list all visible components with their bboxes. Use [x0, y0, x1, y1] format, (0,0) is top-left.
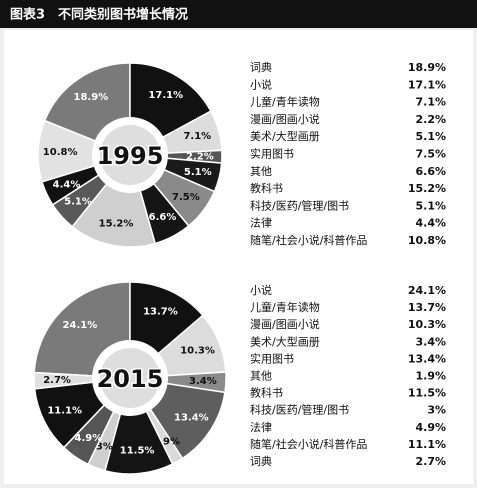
legend-value: 10.3% [408, 318, 446, 331]
legend-label: 其他 [250, 370, 272, 383]
slice-label: 3% [96, 441, 113, 452]
legend-label: 词典 [250, 454, 272, 468]
legend-value: 5.1% [415, 130, 446, 143]
legend-value: 10.8% [408, 234, 446, 247]
pie-slice [104, 375, 174, 475]
legend-label: 随笔/社会小说/科普作品 [250, 233, 367, 247]
legend-label: 小说 [250, 283, 272, 297]
legend-label: 实用图书 [250, 351, 294, 365]
slice-label: 7.5% [172, 192, 200, 203]
slice-label: 15.2% [99, 219, 134, 230]
pie-title: 2015 [97, 365, 164, 393]
legend-value: 13.7% [408, 301, 446, 314]
legend-value: 4.9% [415, 421, 446, 434]
legend-label: 儿童/青年读物 [250, 300, 320, 314]
legend-label: 儿童/青年读物 [250, 95, 320, 109]
legend-label: 随笔/社会小说/科普作品 [250, 437, 367, 451]
legend-value: 7.5% [415, 148, 446, 161]
legend-label: 科技/医药/管理/图书 [250, 403, 349, 417]
legend-value: 24.1% [408, 284, 446, 297]
legend-label: 教科书 [250, 181, 283, 195]
legend-value: 11.5% [408, 387, 446, 400]
legend-label: 美术/大型画册 [250, 129, 320, 143]
legend-label: 漫画/图画小说 [250, 112, 320, 126]
legend-label: 词典 [250, 60, 272, 74]
legend-label: 实用图书 [250, 147, 294, 161]
slice-label: 3.4% [189, 376, 217, 387]
slice-label: 4.9% [75, 433, 103, 444]
legend-value: 5.1% [415, 199, 446, 212]
legend-value: 17.1% [408, 78, 446, 91]
legend-value: 6.6% [415, 165, 446, 178]
legend-label: 法律 [250, 420, 272, 434]
pie-slice [37, 119, 133, 183]
legend-label: 法律 [250, 216, 272, 230]
slice-label: 1.9% [152, 436, 180, 447]
slice-label: 13.7% [143, 307, 178, 318]
header-bar [0, 0, 477, 28]
slice-label: 13.4% [174, 412, 209, 423]
slice-label: 11.1% [47, 406, 82, 417]
donut-hole [100, 348, 160, 408]
pie-slice [33, 371, 131, 390]
slice-label: 4.4% [53, 179, 81, 190]
legend-label: 教科书 [250, 386, 283, 400]
header-title: 图表3 不同类别图书增长情况 [10, 7, 188, 23]
slice-label: 10.8% [43, 147, 78, 158]
slice-label: 7.1% [183, 131, 211, 142]
legend-label: 科技/医药/管理/图书 [250, 198, 349, 212]
legend-value: 2.2% [415, 113, 446, 126]
slice-label: 2.2% [186, 151, 214, 162]
slice-label: 11.5% [120, 446, 155, 457]
legend-value: 18.9% [408, 61, 446, 74]
slice-label: 10.3% [180, 346, 215, 357]
legend-value: 15.2% [408, 182, 446, 195]
legend-value: 4.4% [415, 217, 446, 230]
legend-label: 小说 [250, 77, 272, 91]
slice-label: 5.1% [184, 167, 212, 178]
slice-label: 5.1% [64, 197, 92, 208]
legend-label: 其他 [250, 165, 272, 178]
legend-label: 漫画/图画小说 [250, 317, 320, 331]
legend-value: 13.4% [408, 352, 446, 365]
slice-label: 2.7% [43, 375, 71, 386]
slice-label: 24.1% [63, 320, 98, 331]
legend-value: 1.9% [415, 370, 446, 383]
legend-value: 3% [427, 404, 446, 417]
legend-value: 2.7% [415, 455, 446, 468]
legend-value: 7.1% [415, 96, 446, 109]
pie-title: 1995 [97, 142, 164, 170]
donut-hole [100, 125, 160, 185]
legend-label: 美术/大型画册 [250, 334, 320, 348]
slice-label: 17.1% [148, 90, 183, 101]
legend-value: 3.4% [415, 335, 446, 348]
legend-value: 11.1% [408, 438, 446, 451]
slice-label: 18.9% [74, 92, 109, 103]
slice-label: 6.6% [149, 212, 177, 223]
